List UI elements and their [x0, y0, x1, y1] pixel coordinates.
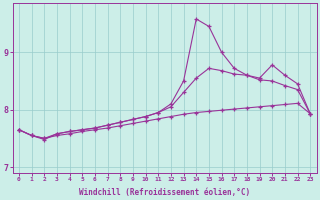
X-axis label: Windchill (Refroidissement éolien,°C): Windchill (Refroidissement éolien,°C)	[79, 188, 250, 197]
